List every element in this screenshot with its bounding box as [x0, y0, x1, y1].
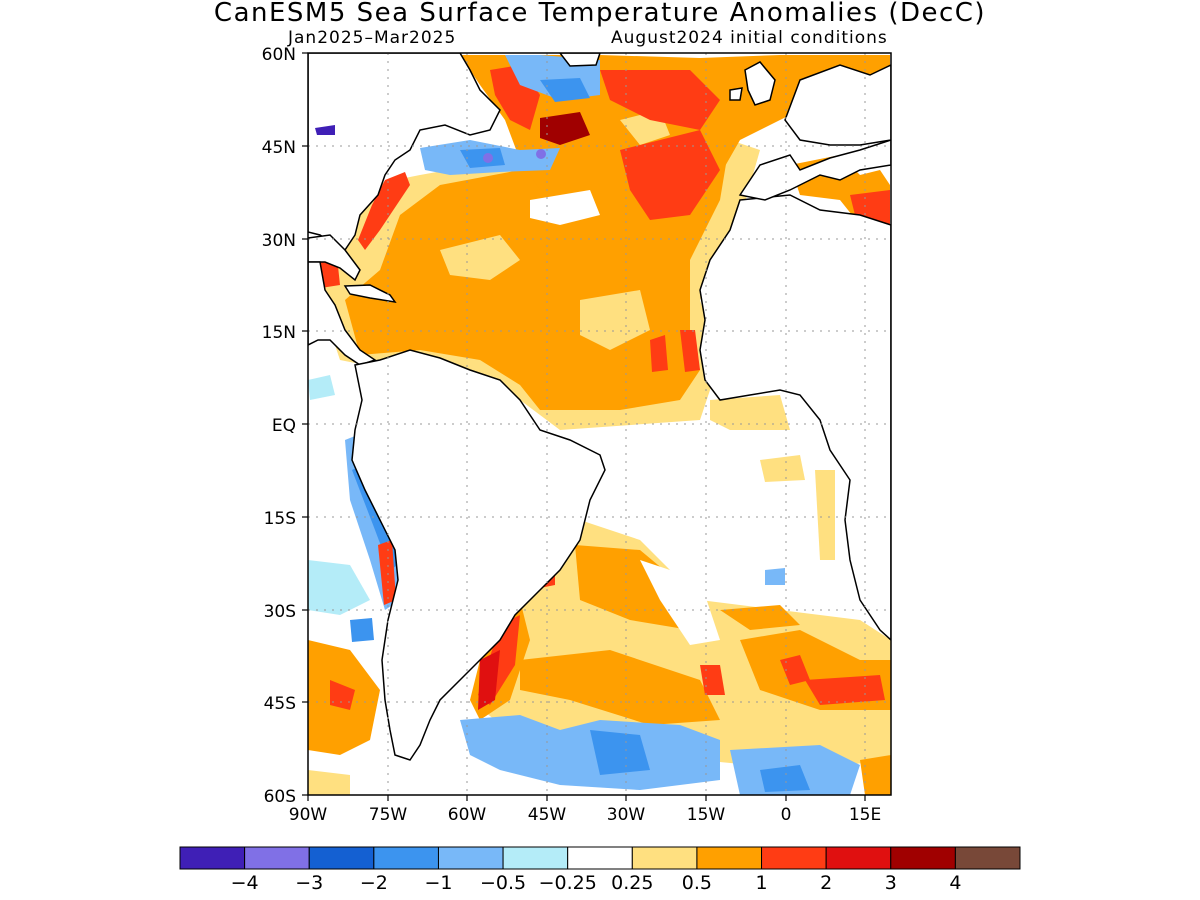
colorbar-swatch — [437, 846, 504, 870]
sst-anomaly-field — [308, 53, 891, 795]
lat-label-15n: 15N — [262, 323, 296, 343]
colorbar-swatch — [308, 846, 375, 870]
colorbar-swatch — [179, 846, 246, 870]
lon-label-90w: 90W — [289, 805, 328, 825]
colorbar-label: 2 — [820, 872, 832, 894]
lat-label-eq: EQ — [272, 416, 296, 436]
colorbar-label: −1 — [424, 872, 452, 894]
lon-label-0: 0 — [781, 805, 792, 825]
latitude-labels: 60N 45N 30N 15N EQ 15S 30S 45S 60S — [262, 45, 296, 807]
colorbar-swatch — [244, 846, 310, 870]
colorbar-swatch — [890, 846, 956, 870]
axis-ticks — [302, 52, 866, 801]
lat-label-45s: 45S — [264, 694, 296, 714]
lon-label-75w: 75W — [369, 805, 408, 825]
colorbar-swatch — [631, 846, 698, 870]
colorbar-swatch — [502, 846, 569, 870]
lat-label-45n: 45N — [262, 138, 296, 158]
longitude-labels: 90W 75W 60W 45W 30W 15W 0 15E — [289, 805, 881, 825]
colorbar-swatch — [825, 846, 892, 870]
colorbar-swatch — [696, 846, 763, 870]
colorbar: −4 −3 −2 −1 −0.5 −0.25 0.25 0.5 1 2 3 4 — [179, 846, 1021, 894]
colorbar-swatch — [567, 846, 633, 870]
colorbar-swatch — [373, 846, 439, 870]
forecast-period: Jan2025–Mar2025 — [288, 28, 457, 48]
lat-label-15s: 15S — [264, 509, 296, 529]
colorbar-label: −4 — [231, 872, 259, 894]
colorbar-label: −3 — [295, 872, 323, 894]
colorbar-label: 1 — [755, 872, 767, 894]
colorbar-label: 0.25 — [611, 872, 653, 894]
lat-label-60n: 60N — [262, 45, 296, 65]
lon-label-60w: 60W — [448, 805, 487, 825]
lat-label-30n: 30N — [262, 231, 296, 251]
chart-title: CanESM5 Sea Surface Temperature Anomalie… — [213, 0, 987, 28]
lon-label-15w: 15W — [687, 805, 726, 825]
colorbar-label: −2 — [360, 872, 388, 894]
colorbar-label: 4 — [949, 872, 961, 894]
lon-label-15e: 15E — [849, 805, 881, 825]
lat-label-60s: 60S — [264, 787, 296, 807]
lon-label-45w: 45W — [528, 805, 567, 825]
colorbar-label: 3 — [885, 872, 897, 894]
coastline — [308, 53, 891, 761]
initial-conditions-label: August2024 initial conditions — [611, 28, 888, 48]
colorbar-swatch — [761, 846, 827, 870]
colorbar-label: −0.25 — [539, 872, 597, 894]
lat-label-30s: 30S — [264, 602, 296, 622]
colorbar-label: 0.5 — [682, 872, 712, 894]
lon-label-30w: 30W — [607, 805, 646, 825]
colorbar-swatch — [954, 846, 1021, 870]
colorbar-label: −0.5 — [480, 872, 526, 894]
graticule — [308, 53, 891, 795]
